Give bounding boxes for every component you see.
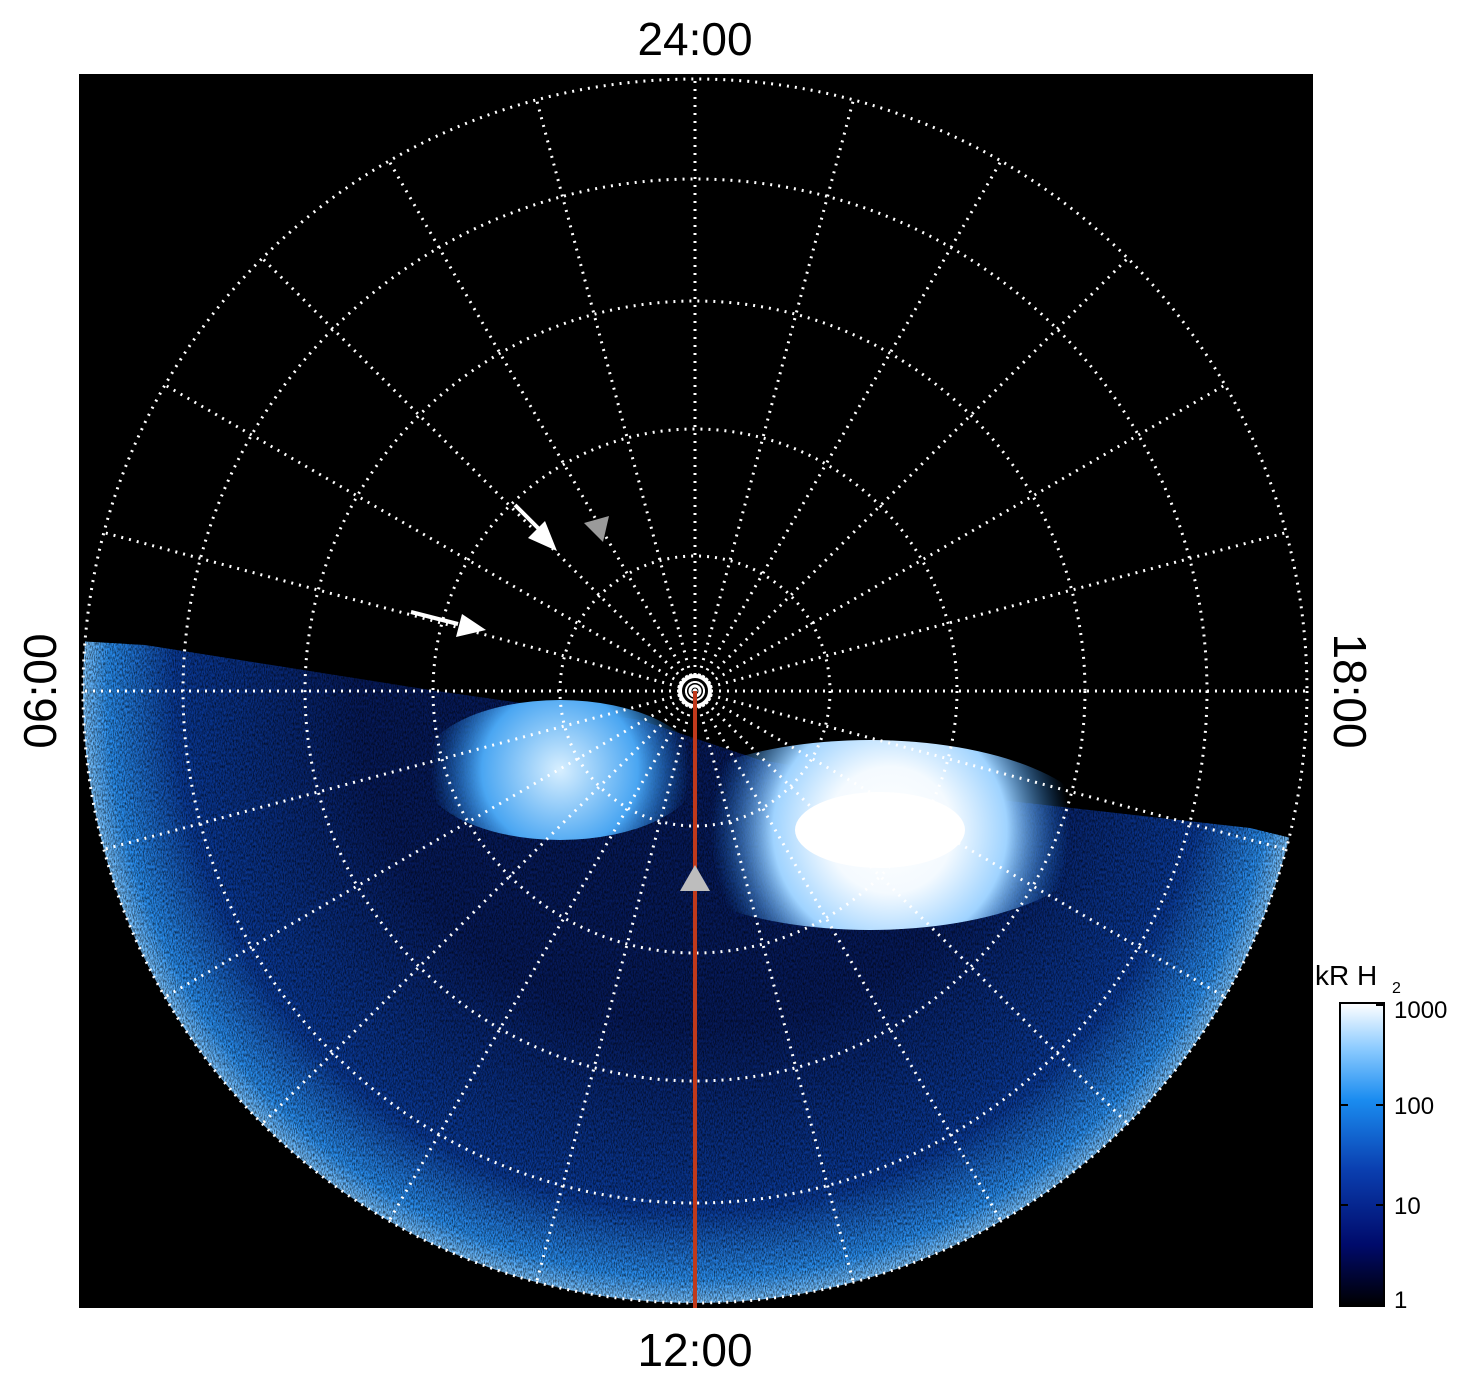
grid-ring [558, 554, 832, 828]
grid-spoke [693, 257, 1129, 693]
colorbar-title: kR H [1315, 960, 1377, 991]
white-arrow-upper [513, 503, 557, 551]
colorbar: kR H 2 1000 100 10 1 [1315, 960, 1447, 1314]
colorbar-tick-100: 100 [1394, 1093, 1434, 1120]
colorbar-tick-1: 1 [1394, 1287, 1407, 1314]
grid-spoke [261, 257, 697, 693]
grid-spoke [693, 690, 1003, 1222]
grid-spoke [694, 383, 1226, 693]
white-arrow-lower [410, 610, 486, 637]
grid-spoke [164, 689, 696, 999]
grid-spoke [694, 689, 1226, 999]
gray-triangle-lower [680, 865, 710, 891]
grid-spoke [261, 689, 697, 1125]
grid-spoke [387, 690, 697, 1222]
grid-spoke [693, 689, 1129, 1125]
grid-spoke [693, 690, 855, 1283]
lt-label-left: 06:00 [14, 633, 66, 748]
grid-spoke [103, 531, 696, 693]
grid-spoke [535, 690, 697, 1283]
grid-ring [303, 299, 1087, 1083]
grid-spoke [387, 160, 697, 692]
grid-spoke [693, 160, 1003, 692]
colorbar-tick-1000: 1000 [1394, 997, 1447, 1024]
lt-label-top: 24:00 [637, 13, 752, 65]
grid-spoke [694, 531, 1287, 693]
grid-spoke [694, 689, 1287, 851]
grid-ring [431, 427, 959, 955]
grid-spoke [164, 383, 696, 693]
grid-spoke [693, 99, 855, 692]
lt-label-right: 18:00 [1324, 633, 1376, 748]
colorbar-tick-10: 10 [1394, 1193, 1421, 1220]
auroral-emission-image [83, 640, 1307, 1303]
lt-label-bottom: 12:00 [637, 1324, 752, 1376]
gray-triangle-upper [584, 516, 609, 542]
grid-spoke [535, 99, 697, 692]
colorbar-gradient [1339, 1002, 1385, 1307]
grid-spoke [103, 689, 696, 851]
colorbar-title-subscript: 2 [1392, 980, 1401, 997]
